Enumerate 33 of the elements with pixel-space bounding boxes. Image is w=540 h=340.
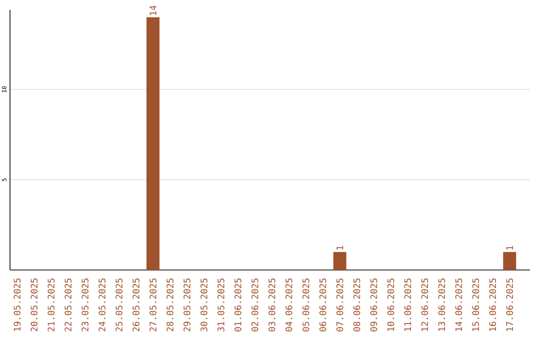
x-tick-label: 04.06.2025 (285, 278, 292, 332)
data-label: 1 (336, 246, 344, 250)
x-tick-label: 08.06.2025 (353, 278, 360, 332)
x-tick-label: 16.06.2025 (489, 278, 496, 331)
x-tick-label: 22.05.2025 (64, 278, 72, 332)
data-label: 14 (150, 6, 156, 15)
x-tick-label: 02.06.2025 (251, 278, 258, 332)
x-tick-label: 26.05.2025 (132, 278, 140, 332)
x-tick-label: 06.06.2025 (319, 278, 326, 332)
data-label: 1 (506, 246, 513, 250)
x-tick-label: 07.06.2025 (336, 278, 344, 332)
x-tick-label: 30.05.2025 (200, 278, 208, 332)
x-tick-label: 21.05.2025 (48, 278, 54, 332)
x-tick-label: 24.05.2025 (98, 278, 106, 332)
x-tick-label: 12.06.2025 (421, 278, 428, 331)
x-tick-label: 29.05.2025 (184, 278, 190, 332)
x-tick-label: 09.06.2025 (370, 278, 378, 332)
x-tick-label: 03.06.2025 (268, 278, 276, 332)
x-tick-label: 23.05.2025 (82, 278, 88, 332)
x-tick-label: 20.05.2025 (30, 278, 38, 332)
x-tick-label: 15.06.2025 (472, 278, 480, 331)
x-tick-label: 27.05.2025 (150, 278, 156, 332)
x-tick-label: 05.06.2025 (302, 278, 310, 332)
x-tick-label: 31.05.2025 (218, 278, 224, 332)
x-tick-label: 11.06.2025 (404, 278, 412, 331)
x-tick-label: 28.05.2025 (166, 278, 174, 332)
x-tick-label: 01.06.2025 (234, 278, 242, 332)
x-tick-label: 17.06.2025 (506, 278, 514, 331)
x-tick-label: 14.06.2025 (455, 278, 462, 331)
x-tick-label: 10.06.2025 (387, 278, 394, 331)
x-tick-label: 13.06.2025 (438, 278, 446, 331)
x-tick-label: 25.05.2025 (116, 278, 122, 332)
x-tick-label: 19.05.2025 (14, 278, 21, 331)
